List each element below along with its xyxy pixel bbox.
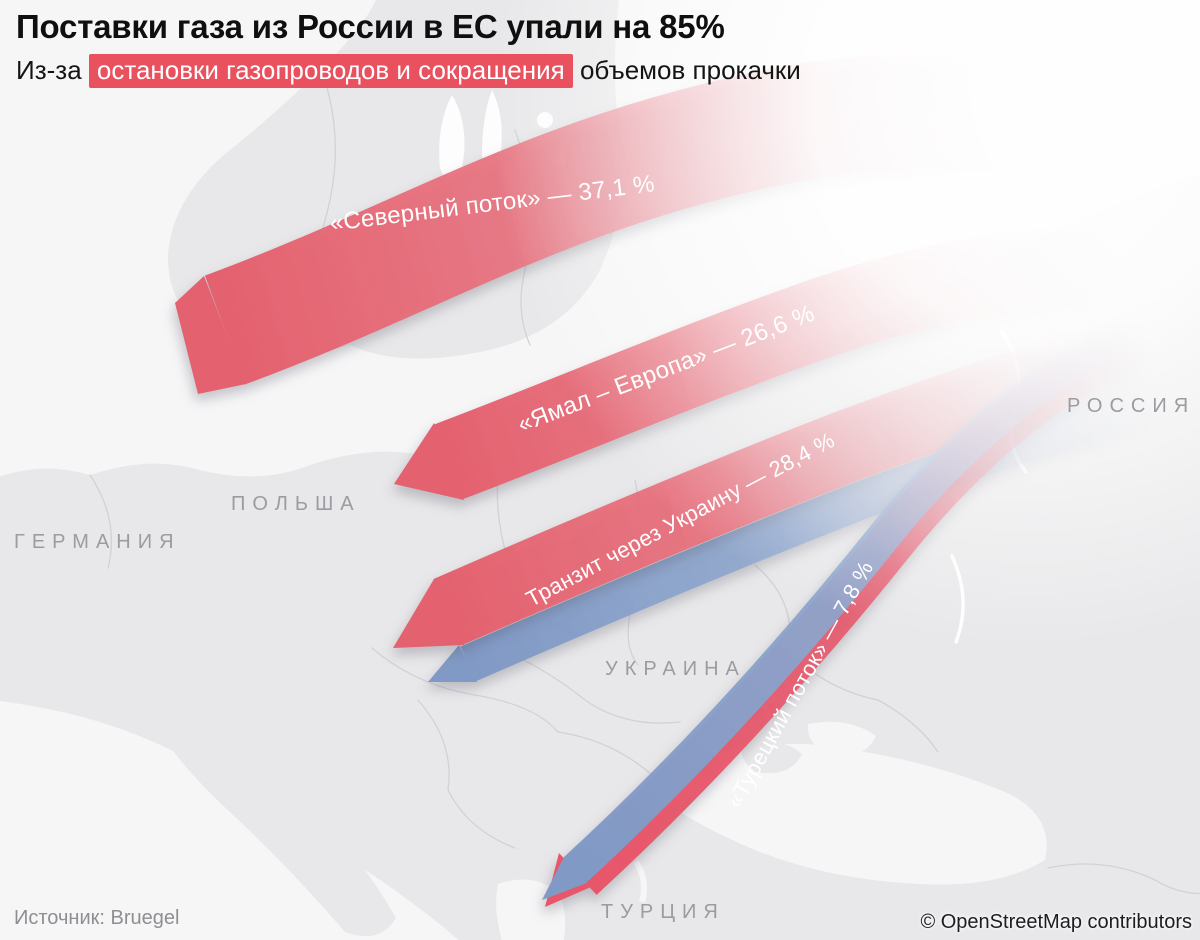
subtitle-prefix: Из-за (16, 54, 89, 85)
country-label-ukraine: УКРАИНА (605, 658, 746, 680)
subtitle: Из-за остановки газопроводов и сокращени… (16, 53, 801, 88)
header: Поставки газа из России в ЕС упали на 85… (16, 8, 801, 88)
page-title: Поставки газа из России в ЕС упали на 85… (16, 8, 725, 45)
country-label-poland: ПОЛЬША (231, 493, 361, 515)
country-label-turkey: ТУРЦИЯ (601, 901, 725, 923)
country-label-germany: ГЕРМАНИЯ (14, 531, 181, 553)
data-source-credit: Источник: Bruegel (14, 907, 180, 929)
osm-attribution: © OpenStreetMap contributors (920, 911, 1192, 933)
country-label-russia: РОССИЯ (1067, 395, 1196, 417)
subtitle-highlight: остановки газопроводов и сокращения (88, 53, 573, 88)
subtitle-suffix: объемов прокачки (572, 54, 801, 85)
